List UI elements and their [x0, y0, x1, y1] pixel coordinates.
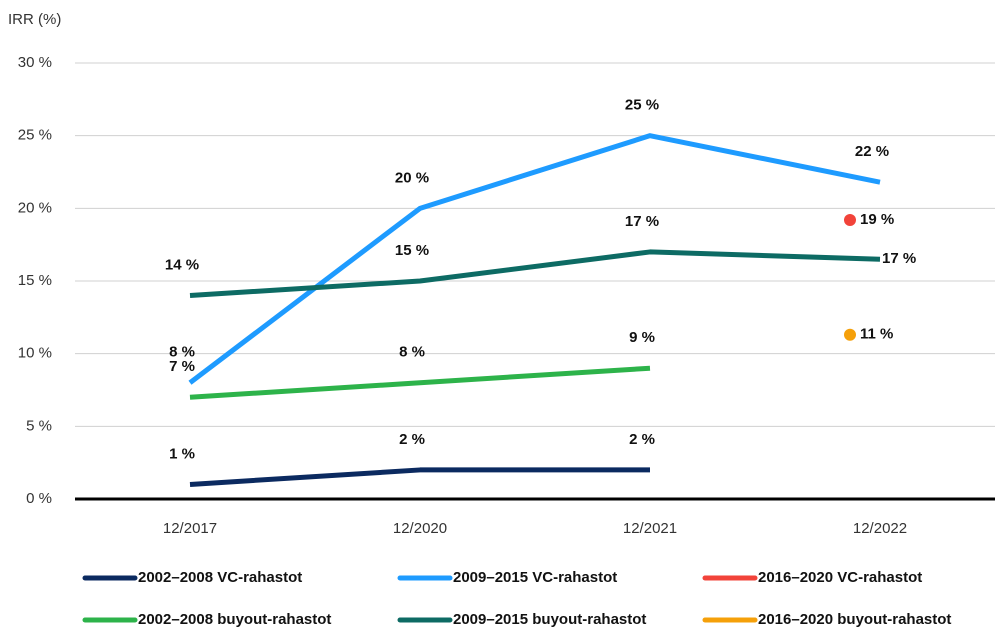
y-axis-label: IRR (%)	[8, 11, 61, 28]
data-label: 8 %	[169, 344, 195, 361]
legend-label: 2009–2015 buyout-rahastot	[453, 611, 646, 628]
data-label: 17 %	[882, 250, 916, 267]
data-label: 19 %	[860, 211, 894, 228]
data-label: 15 %	[395, 242, 429, 259]
y-tick-label: 5 %	[26, 417, 52, 434]
y-tick-label: 30 %	[18, 54, 52, 71]
data-label: 14 %	[165, 257, 199, 274]
legend-label: 2002–2008 buyout-rahastot	[138, 611, 331, 628]
x-tick-label: 12/2021	[623, 520, 677, 537]
y-tick-label: 0 %	[26, 490, 52, 507]
y-tick-label: 25 %	[18, 127, 52, 144]
series-point	[844, 328, 856, 341]
series-line	[189, 249, 881, 299]
y-tick-label: 10 %	[18, 345, 52, 362]
series-line	[189, 467, 650, 487]
data-label: 11 %	[860, 326, 893, 343]
legend-label: 2002–2008 VC-rahastot	[138, 569, 302, 586]
data-label: 22 %	[855, 143, 889, 160]
data-label: 25 %	[625, 97, 659, 114]
series-line	[189, 365, 651, 400]
series-line	[188, 133, 881, 385]
series-point	[844, 213, 856, 226]
legend-label: 2009–2015 VC-rahastot	[453, 569, 617, 586]
data-label: 8 %	[399, 344, 425, 361]
x-tick-label: 12/2017	[163, 520, 217, 537]
x-tick-label: 12/2020	[393, 520, 447, 537]
data-label: 1 %	[169, 445, 195, 462]
legend-label: 2016–2020 buyout-rahastot	[758, 611, 951, 628]
x-tick-label: 12/2022	[853, 520, 907, 537]
data-label: 20 %	[395, 169, 429, 186]
y-tick-label: 20 %	[18, 199, 52, 216]
data-label: 9 %	[629, 329, 655, 346]
y-tick-label: 15 %	[18, 272, 52, 289]
legend-label: 2016–2020 VC-rahastot	[758, 569, 922, 586]
data-label: 2 %	[629, 431, 655, 448]
data-label: 17 %	[625, 213, 659, 230]
data-label: 7 %	[169, 358, 195, 375]
data-label: 2 %	[399, 431, 425, 448]
